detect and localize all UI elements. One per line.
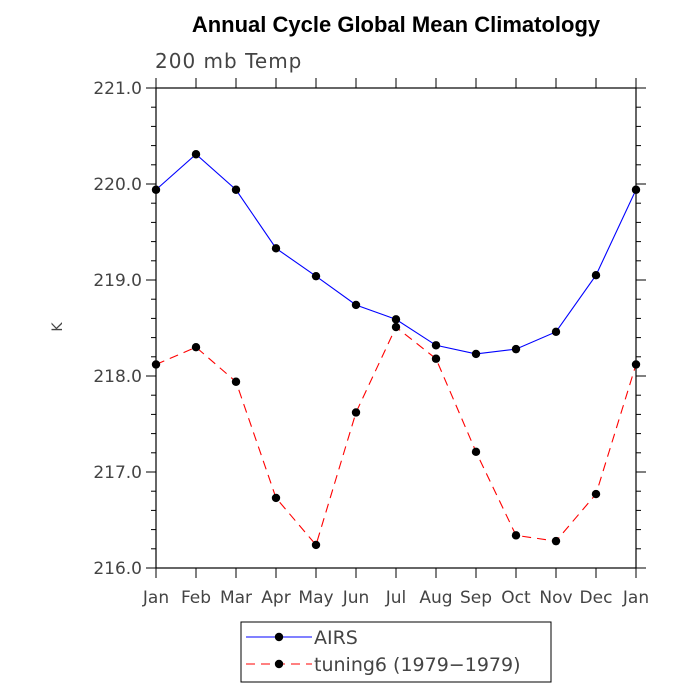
data-point — [591, 271, 601, 280]
y-tick-label: 216.0 — [93, 559, 142, 579]
data-point — [271, 244, 281, 253]
data-point — [231, 377, 241, 386]
data-point — [191, 150, 201, 159]
chart-subtitle: 200 mb Temp — [155, 49, 302, 73]
x-tick-label: Nov — [539, 588, 572, 608]
x-tick-label: Feb — [181, 588, 211, 608]
x-tick-label: Aug — [419, 588, 452, 608]
x-tick-label: Jun — [342, 588, 370, 608]
axis-ticks: 216.0 217.0 218.0 219.0 220.0 221.0 Jan Feb Mar A… — [93, 78, 649, 608]
data-point — [471, 349, 481, 359]
y-tick-label: 218.0 — [93, 367, 142, 387]
data-point — [351, 300, 361, 310]
data-point — [391, 322, 401, 332]
data-point — [431, 354, 441, 363]
data-point — [351, 408, 361, 417]
legend-label: tuning6 (1979−1979) — [314, 654, 521, 676]
data-point — [191, 343, 201, 352]
x-tick-label: Sep — [460, 588, 492, 608]
y-axis-label: K — [50, 322, 66, 332]
x-tick-label: Jan — [142, 588, 169, 608]
data-point — [311, 271, 321, 281]
x-tick-label: Jan — [622, 588, 649, 608]
data-point — [431, 341, 441, 350]
x-tick-label: Jul — [385, 588, 407, 608]
data-point — [511, 344, 521, 354]
data-point — [271, 493, 281, 503]
data-point — [151, 360, 161, 369]
x-tick-label: Mar — [220, 588, 252, 608]
data-point — [551, 327, 561, 337]
y-tick-label: 221.0 — [93, 79, 142, 99]
data-point — [511, 531, 521, 540]
legend-box — [240, 621, 552, 683]
y-tick-label: 220.0 — [93, 175, 142, 195]
data-point — [631, 360, 641, 369]
legend-marker — [274, 659, 284, 669]
data-point — [231, 185, 241, 194]
legend: AIRS tuning6 (1979−1979) — [240, 621, 552, 683]
legend-marker — [274, 632, 284, 642]
data-point — [311, 540, 321, 550]
y-tick-label: 217.0 — [93, 463, 142, 483]
data-point — [391, 315, 401, 324]
data-point — [471, 447, 481, 457]
y-tick-label: 219.0 — [93, 271, 142, 291]
series-line — [155, 326, 637, 547]
chart-title: Annual Cycle Global Mean Climatology — [192, 12, 601, 37]
x-tick-label: Dec — [580, 588, 613, 608]
x-tick-label: Oct — [501, 588, 531, 608]
legend-label: AIRS — [314, 627, 358, 649]
data-point — [551, 536, 561, 546]
data-point — [631, 185, 641, 194]
data-point — [591, 489, 601, 499]
x-tick-label: May — [298, 588, 333, 608]
data-point — [151, 185, 161, 194]
series-group — [151, 150, 641, 550]
x-tick-label: Apr — [261, 588, 290, 608]
